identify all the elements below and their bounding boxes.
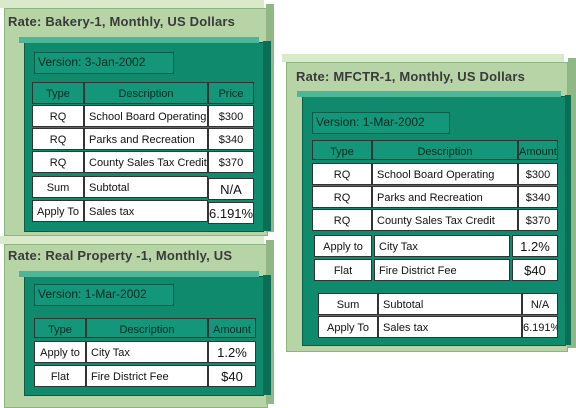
apply-value-cell: 6.191%	[208, 202, 254, 224]
sum-value-cell: N/A	[522, 293, 558, 315]
panel-top-bevel	[19, 271, 259, 277]
table-cell-description: Fire District Fee	[374, 259, 510, 281]
column-header-price: Price	[208, 82, 254, 104]
table-cell-price: $340	[208, 128, 254, 150]
sum-type-cell: Sum	[32, 176, 84, 198]
rate-card-mfctr: Rate: MFCTR-1, Monthly, US Dollars Versi…	[282, 54, 576, 354]
card-side-bevel	[568, 58, 576, 348]
table-cell-description: Parks and Recreation	[84, 128, 208, 150]
version-label: Version: 3-Jan-2002	[34, 52, 174, 74]
column-header-description: Description	[372, 140, 518, 160]
table-cell-type: RQ	[32, 128, 84, 150]
apply-description-cell: Sales tax	[84, 200, 208, 222]
table-cell-type: RQ	[312, 209, 372, 231]
card-title: Rate: MFCTR-1, Monthly, US Dollars	[296, 69, 526, 84]
rate-card-real-property: Rate: Real Property -1, Monthly, US Vers…	[0, 236, 276, 408]
sum-value-cell: N/A	[208, 178, 254, 200]
apply-type-cell: Apply To	[318, 316, 378, 338]
column-header-amount: Amount	[208, 318, 256, 338]
table-cell-type: RQ	[32, 151, 84, 173]
panel-top-bevel	[297, 91, 561, 97]
table-cell-price: $300	[208, 105, 254, 127]
column-header-type: Type	[312, 140, 372, 160]
table-cell-type: RQ	[312, 186, 372, 208]
table-cell-amount: $40	[512, 259, 558, 281]
table-cell-description: Fire District Fee	[86, 365, 208, 387]
table-cell-type: Apply to	[34, 341, 86, 363]
column-header-description: Description	[84, 82, 208, 104]
version-label: Version: 1-Mar-2002	[34, 284, 174, 306]
table-cell-description: School Board Operating	[84, 105, 208, 127]
column-header-type: Type	[34, 318, 86, 338]
table-cell-amount: $40	[208, 365, 256, 387]
apply-value-cell: 6.191%	[522, 316, 558, 338]
apply-description-cell: Sales tax	[378, 316, 522, 338]
table-cell-amount: $300	[518, 163, 558, 185]
table-cell-description: School Board Operating	[372, 163, 518, 185]
table-cell-type: Flat	[314, 259, 372, 281]
column-header-description: Description	[86, 318, 208, 338]
panel-side-bevel	[565, 95, 571, 345]
table-cell-amount: $370	[518, 209, 558, 231]
table-cell-description: City Tax	[374, 235, 510, 257]
table-cell-amount: $340	[518, 186, 558, 208]
version-label: Version: 1-Mar-2002	[312, 112, 450, 134]
table-cell-description: Parks and Recreation	[372, 186, 518, 208]
panel-side-bevel	[263, 275, 271, 395]
panel-top-bevel	[19, 37, 259, 43]
card-top-bevel	[0, 236, 264, 244]
table-cell-type: RQ	[312, 163, 372, 185]
table-cell-description: County Sales Tax Credit	[84, 151, 208, 173]
card-top-bevel	[282, 54, 564, 62]
table-cell-description: County Sales Tax Credit	[372, 209, 518, 231]
sum-type-cell: Sum	[318, 293, 378, 315]
panel-side-bevel	[263, 41, 271, 231]
card-top-bevel	[0, 0, 264, 8]
card-title: Rate: Bakery-1, Monthly, US Dollars	[8, 14, 236, 29]
column-header-type: Type	[32, 82, 84, 104]
table-cell-amount: 1.2%	[208, 341, 256, 363]
table-cell-description: City Tax	[86, 341, 208, 363]
sum-description-cell: Subtotal	[84, 176, 208, 198]
table-cell-type: RQ	[32, 105, 84, 127]
card-title: Rate: Real Property -1, Monthly, US	[8, 248, 233, 263]
table-cell-amount: 1.2%	[512, 235, 558, 257]
table-cell-type: Apply to	[314, 235, 372, 257]
column-header-amount: Amount	[518, 140, 558, 160]
rate-card-bakery: Rate: Bakery-1, Monthly, US Dollars Vers…	[0, 0, 276, 240]
table-cell-type: Flat	[34, 365, 86, 387]
table-cell-price: $370	[208, 151, 254, 173]
sum-description-cell: Subtotal	[378, 293, 522, 315]
apply-type-cell: Apply To	[32, 200, 84, 222]
